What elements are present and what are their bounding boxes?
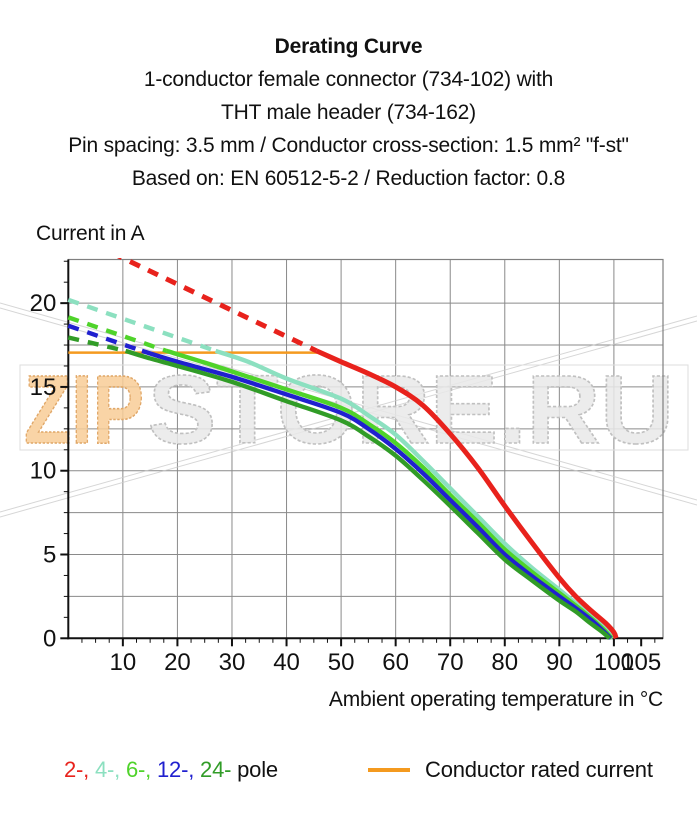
x-axis-title: Ambient operating temperature in °C (328, 688, 663, 711)
y-tick-label-10: 10 (30, 458, 57, 485)
series-curve-2-pole-dashed (116, 258, 318, 354)
chart-header: Derating Curve 1-conductor female connec… (0, 30, 697, 195)
y-tick-label-15: 15 (30, 374, 57, 401)
legend-rated-current: Conductor rated current (368, 757, 653, 783)
chart-subtitle-3: Pin spacing: 3.5 mm / Conductor cross-se… (68, 134, 629, 157)
y-tick-label-5: 5 (43, 542, 56, 569)
x-tick-label-100: 100 (594, 649, 634, 676)
series-curve-2-pole-solid (315, 348, 619, 640)
x-tick-label-10: 10 (110, 649, 137, 676)
chart-subtitle-2: THT male header (734-162) (221, 101, 476, 124)
chart-title: Derating Curve (274, 35, 423, 58)
series-curve-24-pole-solid (124, 348, 612, 640)
series-curve-4-pole-dashed (67, 297, 217, 353)
rated-current-label: Conductor rated current (425, 757, 653, 782)
rated-current-line-swatch (368, 768, 410, 772)
x-tick-label-70: 70 (437, 649, 464, 676)
series-curve-6-pole-dashed (67, 315, 168, 353)
chart-subtitle-1: 1-conductor female connector (734-102) w… (143, 68, 554, 91)
legend-pole-list: 2-, 4-, 6-, 12-, 24- pole (64, 757, 278, 783)
chart-subtitle-4: Based on: EN 60512-5-2 / Reduction facto… (131, 167, 566, 190)
x-tick-label-20: 20 (164, 649, 191, 676)
x-tick-label-60: 60 (382, 649, 409, 676)
legend-pole-item-12: 12-, (157, 757, 201, 782)
legend-pole-item-6: 6-, (126, 757, 157, 782)
legend-pole-item-2: 2-, (64, 757, 95, 782)
y-tick-label-20: 20 (30, 290, 57, 317)
watermark-text-zip: ZIP (24, 355, 144, 464)
legend-pole-item-24: 24- (200, 757, 232, 782)
watermark-decor-line-3 (0, 320, 697, 518)
x-tick-label-30: 30 (219, 649, 246, 676)
legend-pole-suffix: pole (231, 757, 278, 782)
curves (67, 258, 619, 640)
x-tick-label-40: 40 (273, 649, 300, 676)
x-tick-label-50: 50 (328, 649, 355, 676)
x-tick-label-105: 105 (621, 649, 661, 676)
y-tick-label-0: 0 (43, 625, 56, 652)
series-curve-12-pole-dashed (67, 323, 143, 353)
legend-pole-item-4: 4-, (95, 757, 126, 782)
x-tick-label-80: 80 (491, 649, 518, 676)
y-axis-title: Current in A (36, 222, 145, 245)
series-curve-24-pole-dashed (67, 335, 127, 354)
x-tick-label-90: 90 (546, 649, 573, 676)
series-curve-12-pole-solid (141, 348, 613, 640)
